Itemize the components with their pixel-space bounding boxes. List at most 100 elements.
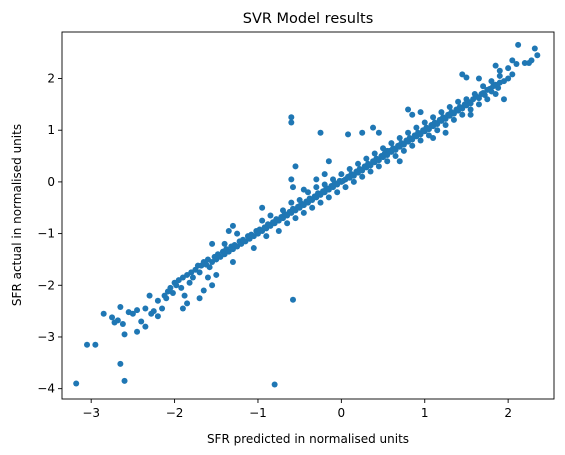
data-point-150 [317, 129, 324, 136]
x-tick-label-2: −1 [249, 406, 267, 420]
data-point-126 [279, 207, 286, 214]
data-point-44 [206, 264, 213, 271]
data-point-134 [313, 184, 320, 191]
data-point-154 [359, 129, 366, 136]
x-tick-label-3: 0 [338, 406, 346, 420]
data-point-4 [109, 314, 116, 321]
data-point-149 [313, 176, 320, 183]
data-point-261 [430, 114, 437, 121]
data-point-277 [496, 72, 503, 79]
data-point-287 [509, 57, 516, 64]
data-point-159 [225, 228, 232, 235]
data-point-13 [117, 360, 124, 367]
data-point-17 [146, 292, 153, 299]
data-point-19 [150, 308, 157, 315]
data-point-276 [492, 91, 499, 98]
data-point-6 [114, 317, 121, 324]
data-point-289 [515, 41, 522, 48]
data-point-11 [129, 310, 136, 317]
data-point-263 [438, 109, 445, 116]
data-point-28 [173, 282, 180, 289]
data-point-153 [345, 131, 352, 138]
data-point-275 [488, 78, 495, 85]
data-point-272 [475, 101, 482, 108]
data-point-281 [459, 71, 466, 78]
data-point-12 [134, 307, 141, 314]
data-point-123 [263, 233, 270, 240]
data-point-3 [100, 310, 107, 317]
data-point-266 [450, 116, 457, 123]
data-point-270 [467, 106, 474, 113]
y-tick-label-6: 2 [47, 72, 55, 86]
data-point-131 [300, 209, 307, 216]
data-point-136 [321, 181, 328, 188]
data-point-255 [405, 129, 412, 136]
x-tick-label-1: −2 [166, 406, 184, 420]
data-point-297 [442, 129, 449, 136]
data-point-280 [417, 109, 424, 116]
data-point-293 [531, 45, 538, 52]
data-point-14 [121, 377, 128, 384]
data-point-253 [396, 134, 403, 141]
data-point-274 [484, 96, 491, 103]
data-point-282 [463, 74, 470, 81]
data-point-9 [121, 331, 128, 338]
data-point-259 [421, 119, 428, 126]
data-point-138 [330, 176, 337, 183]
y-axis-label: SFR actual in normalised units [10, 124, 24, 306]
data-point-151 [321, 171, 328, 178]
data-point-271 [471, 91, 478, 98]
data-point-239 [505, 75, 512, 82]
data-point-144 [289, 296, 296, 303]
data-point-290 [521, 60, 528, 67]
data-point-124 [267, 212, 274, 219]
data-point-16 [142, 305, 149, 312]
data-point-299 [396, 158, 403, 165]
data-point-142 [288, 114, 295, 121]
data-point-148 [292, 163, 299, 170]
data-point-156 [375, 129, 382, 136]
data-point-25 [167, 284, 174, 291]
data-point-295 [500, 96, 507, 103]
data-point-121 [250, 245, 257, 252]
data-point-125 [275, 228, 282, 235]
data-point-285 [496, 67, 503, 74]
data-point-34 [186, 279, 193, 286]
data-point-26 [169, 290, 176, 297]
plot-frame [61, 31, 555, 400]
y-tick-label-3: −1 [37, 227, 55, 241]
data-point-269 [463, 96, 470, 103]
data-point-30 [178, 284, 185, 291]
data-point-115 [142, 323, 149, 330]
data-point-264 [442, 122, 449, 129]
data-point-128 [288, 199, 295, 206]
data-point-242 [350, 178, 357, 185]
chart-title: SVR Model results [243, 11, 374, 27]
data-point-2 [92, 341, 99, 348]
data-point-158 [229, 222, 236, 229]
data-point-294 [534, 52, 541, 59]
data-point-298 [430, 134, 437, 141]
data-point-243 [355, 160, 362, 167]
data-point-133 [309, 204, 316, 211]
data-point-236 [495, 84, 502, 91]
data-point-140 [338, 171, 345, 178]
data-point-249 [380, 145, 387, 152]
data-point-139 [334, 189, 341, 196]
data-point-246 [367, 168, 374, 175]
data-point-248 [375, 163, 382, 170]
data-point-39 [196, 269, 203, 276]
data-point-244 [359, 173, 366, 180]
data-point-130 [296, 196, 303, 203]
data-point-116 [134, 328, 141, 335]
data-point-286 [505, 65, 512, 72]
data-point-32 [181, 292, 188, 299]
data-point-146 [288, 176, 295, 183]
data-point-257 [413, 124, 420, 131]
x-tick-label-5: 2 [504, 406, 512, 420]
data-point-127 [284, 220, 291, 227]
data-point-114 [154, 313, 161, 320]
data-point-21 [159, 305, 166, 312]
x-ticks: −3 −2 −1 0 1 2 [82, 399, 512, 420]
